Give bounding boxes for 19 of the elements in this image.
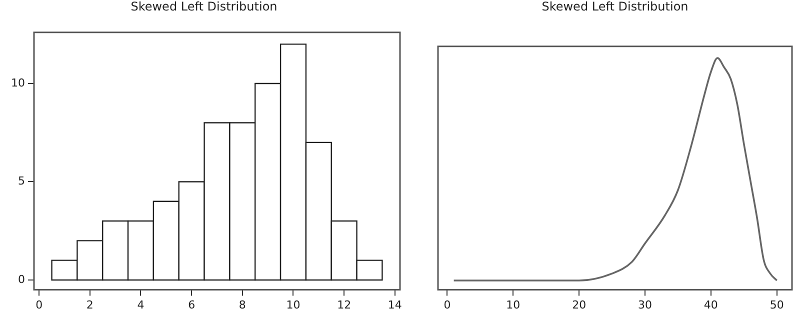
x-tick-label: 0 [36,298,43,312]
x-tick-label: 4 [137,298,144,312]
x-tick-label: 50 [770,298,784,312]
chart-title: Skewed Left Distribution [130,0,278,14]
x-tick-label: 8 [238,298,246,312]
y-tick-label: 10 [10,76,25,90]
y-tick-label: 5 [18,174,25,188]
x-tick-label: 10 [506,298,520,312]
y-tick-label: 0 [18,272,25,286]
x-tick-label: 30 [638,298,652,312]
x-tick-label: 6 [188,298,196,312]
x-tick-label: 2 [86,298,94,312]
x-tick-label: 10 [286,298,300,312]
x-tick-label: 0 [444,298,451,312]
x-tick-label: 40 [704,298,718,312]
x-tick-label: 14 [388,298,402,312]
chart-title: Skewed Left Distribution [542,0,688,14]
x-tick-label: 12 [337,298,352,312]
x-tick-label: 20 [572,298,586,312]
